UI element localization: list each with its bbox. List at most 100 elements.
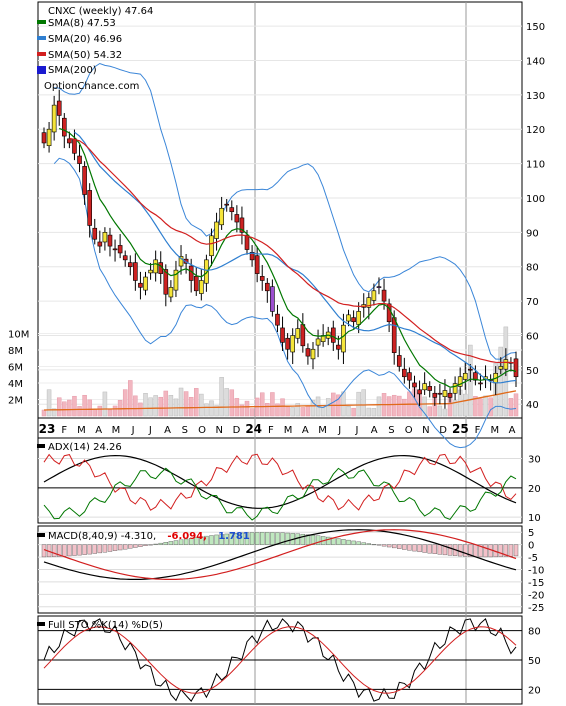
macd-histogram-bar xyxy=(41,544,47,558)
candle-body xyxy=(239,217,245,233)
macd-tick-label: -10 xyxy=(528,566,544,577)
date-tick-label: 23 xyxy=(39,422,56,436)
candle-body xyxy=(107,234,113,247)
adx-tick-label: 20 xyxy=(528,484,541,495)
watermark: OptionChance.com xyxy=(44,81,139,92)
adx-line xyxy=(43,454,517,509)
candle-body xyxy=(305,348,311,357)
candle-body xyxy=(102,232,108,243)
volume-bar xyxy=(498,346,504,417)
volume-bar xyxy=(188,396,194,417)
price-tick-label: 80 xyxy=(526,263,539,274)
candle-body xyxy=(249,251,255,261)
moving-averages xyxy=(59,127,517,388)
candle-body xyxy=(77,155,82,164)
macd-legend: MACD(8,40,9) -4.310, -6.094, 1.781 xyxy=(37,531,250,542)
price-tick-label: 90 xyxy=(526,228,539,239)
date-tick-label: A xyxy=(302,425,309,436)
price-tick-label: 70 xyxy=(526,297,539,308)
indicator-panel-frame xyxy=(37,437,523,524)
macd-histogram-bar xyxy=(376,544,382,546)
candle-body xyxy=(209,235,214,257)
candle-body xyxy=(72,138,77,154)
volume-bar xyxy=(320,406,326,417)
macd-histogram-bar xyxy=(407,544,412,551)
sto-tick-label: 80 xyxy=(528,627,541,638)
macd-histogram-bar xyxy=(194,537,199,545)
date-tick-label: A xyxy=(95,425,102,436)
macd-histogram-bar xyxy=(341,539,346,545)
candle-body xyxy=(452,383,458,394)
candle-body xyxy=(204,259,209,284)
macd-histogram-bar xyxy=(209,535,214,545)
macd-histogram-bar xyxy=(219,534,224,545)
candle-body xyxy=(193,276,199,292)
volume-bar xyxy=(508,398,514,417)
macd-histogram-bar xyxy=(188,538,194,545)
volume-bar xyxy=(148,397,153,417)
volume-bar xyxy=(163,390,169,417)
volume-bar xyxy=(133,395,138,417)
volume-average-line xyxy=(43,390,517,411)
volume-bar xyxy=(285,406,290,417)
candle-body xyxy=(315,338,321,346)
candle-body xyxy=(173,269,179,291)
volume-bar xyxy=(97,405,103,417)
candle-body xyxy=(498,366,504,370)
candle-body xyxy=(82,166,87,195)
date-tick-label: A xyxy=(509,425,516,436)
volume-bar xyxy=(92,409,98,417)
adx-swatch xyxy=(37,444,45,448)
macd-histogram-bar xyxy=(310,534,316,545)
main-legend: CNXC (weekly) 47.64 SMA(8) 47.53 SMA(20)… xyxy=(37,6,153,92)
candle-body xyxy=(422,383,427,391)
date-tick-label: J xyxy=(148,425,152,436)
di-plus-line xyxy=(43,467,517,521)
candle-body xyxy=(468,368,473,371)
price-tick-label: 150 xyxy=(526,22,545,33)
date-tick-label: J xyxy=(131,425,135,436)
macd-histogram-bar xyxy=(473,544,478,557)
volume-bar xyxy=(265,403,270,417)
volume-tick-label: 2M xyxy=(8,396,23,407)
volume-bar xyxy=(56,397,62,417)
macd-histogram-bar xyxy=(158,542,163,545)
candle-body xyxy=(41,132,47,144)
candle-body xyxy=(473,372,478,381)
di-minus-line xyxy=(43,453,517,511)
price-tick-label: 40 xyxy=(526,400,539,411)
candle-body xyxy=(112,248,118,251)
date-tick-label: M xyxy=(77,425,86,436)
candle-body xyxy=(330,327,336,343)
macd-histogram-bar xyxy=(361,542,366,545)
candle-body xyxy=(447,392,453,398)
legend-swatch-sma200 xyxy=(37,66,46,74)
macd-histogram-bar xyxy=(183,538,189,545)
macd-histogram-bar xyxy=(285,532,290,545)
candle-body xyxy=(381,289,387,302)
macd-histogram-bar xyxy=(280,532,285,545)
macd-tick-label: -20 xyxy=(528,590,544,601)
candle-body xyxy=(259,276,265,281)
date-tick-label: F xyxy=(61,425,67,436)
volume-bar xyxy=(361,389,366,417)
candle-body xyxy=(275,313,280,326)
price-tick-label: 140 xyxy=(526,56,545,67)
candle-body xyxy=(229,207,235,213)
sma50-line xyxy=(69,137,517,364)
bollinger-bands xyxy=(53,62,517,449)
axis-labels: 4050607080901001101201301401502M4M6M8M10… xyxy=(8,22,545,696)
candle-body xyxy=(407,372,412,381)
candle-body xyxy=(396,355,402,367)
candle-body xyxy=(376,286,382,288)
volume-bar xyxy=(128,380,133,417)
date-tick-label: J xyxy=(337,425,341,436)
macd-histogram-bar xyxy=(397,544,402,549)
volume-bar xyxy=(331,392,336,417)
macd-tick-label: -5 xyxy=(528,553,538,564)
legend-sma20: SMA(20) 46.96 xyxy=(48,34,122,45)
volume-bar xyxy=(41,409,47,417)
volume-bar xyxy=(376,396,382,417)
volume-bar xyxy=(473,396,478,417)
